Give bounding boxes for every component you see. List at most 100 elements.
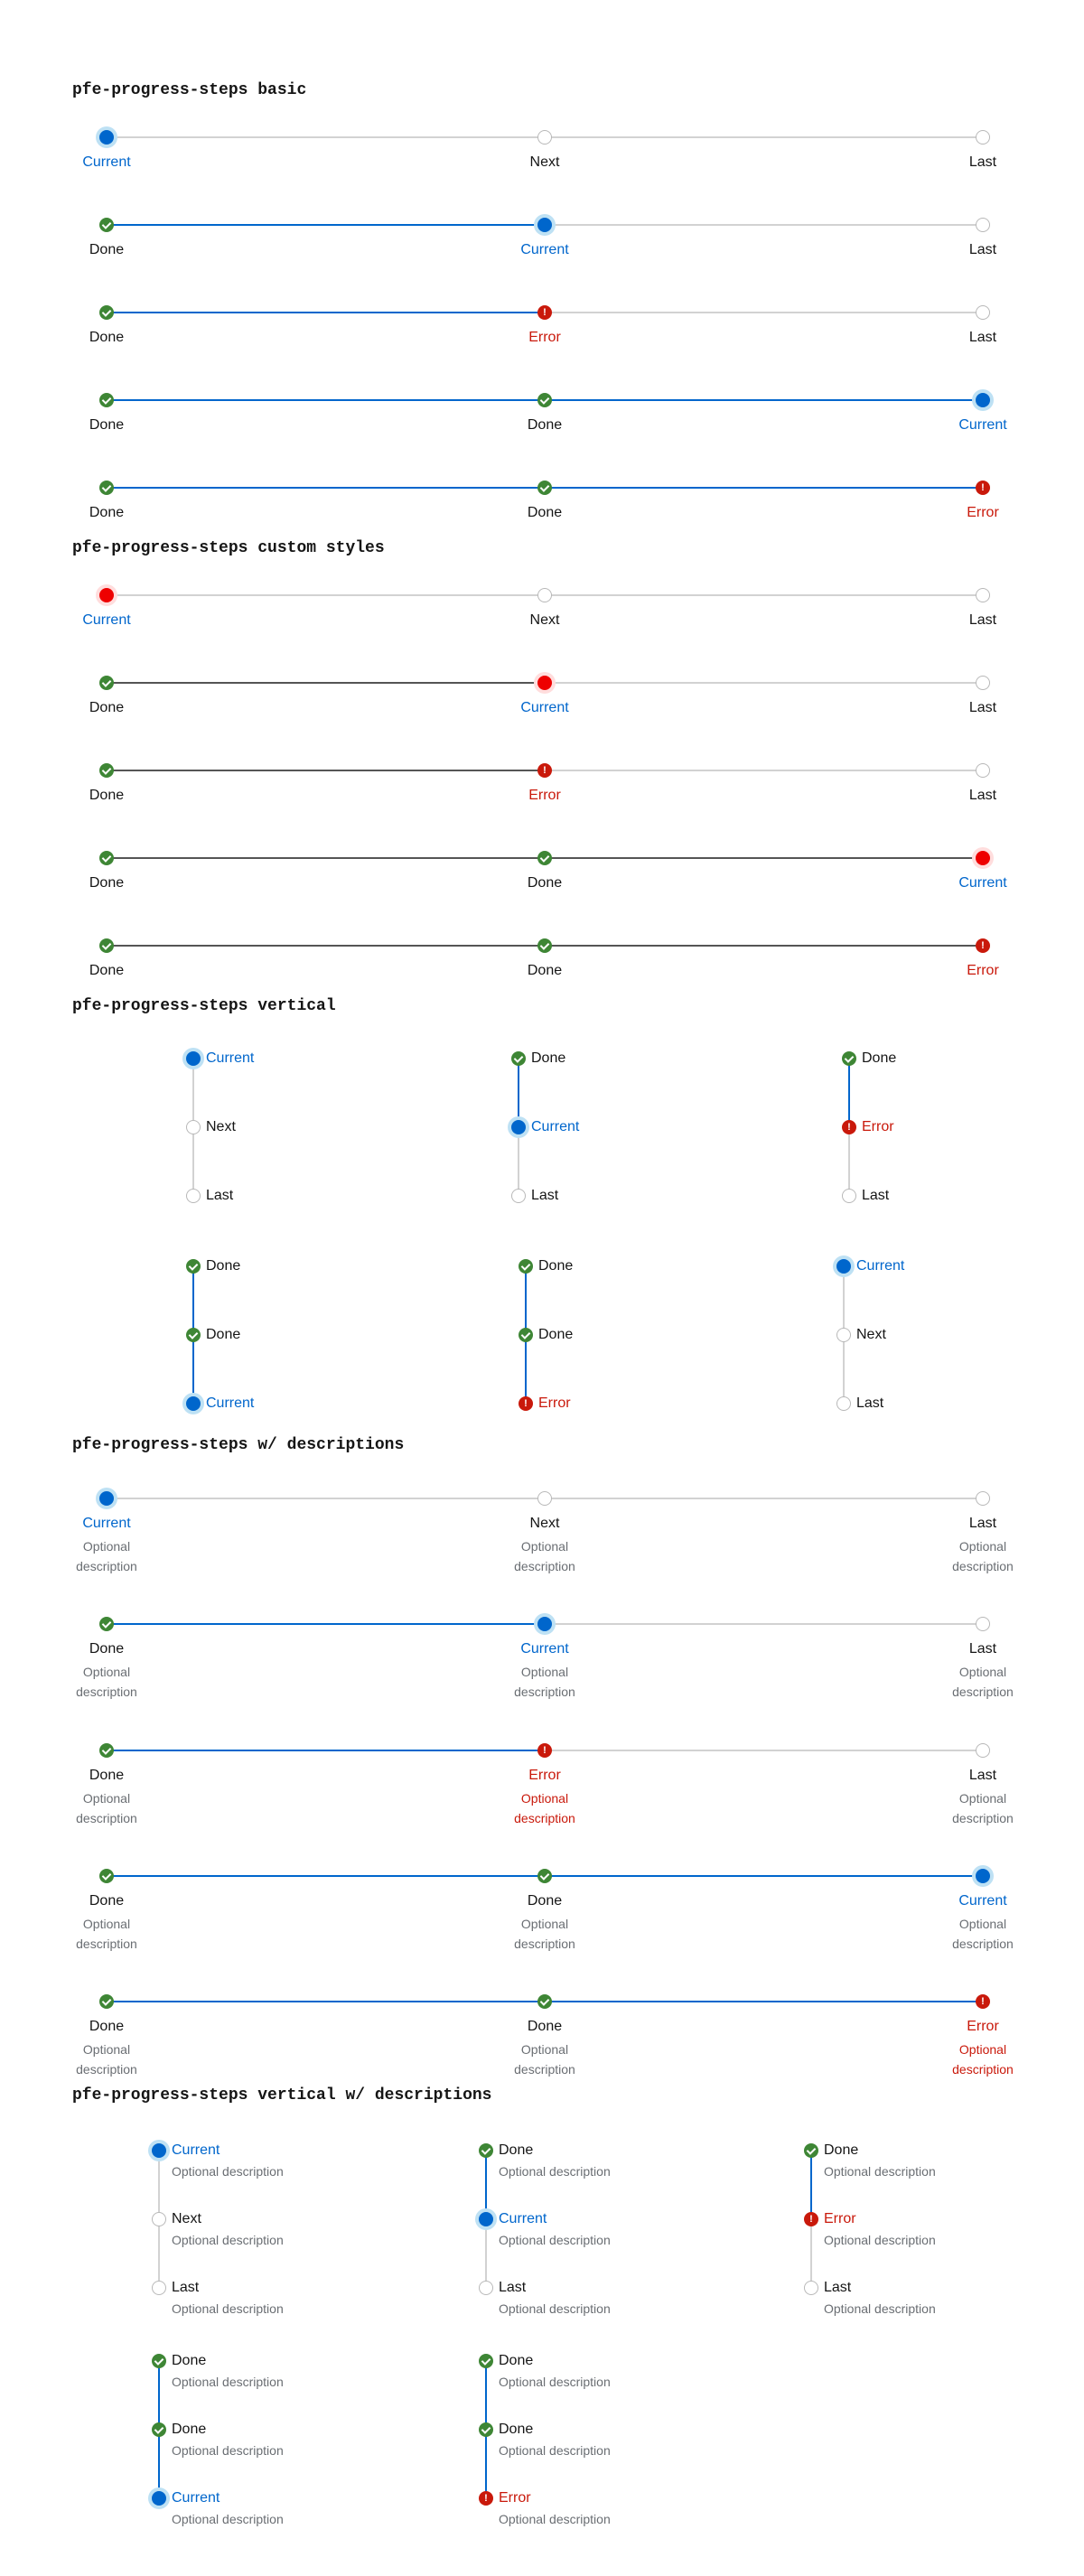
- step-current-icon: [537, 1617, 552, 1631]
- step-label: Current: [958, 1893, 1007, 1909]
- step-label: Last: [968, 700, 997, 715]
- step-label: Last: [968, 330, 997, 345]
- step-done-icon: [186, 1328, 201, 1342]
- step-description: Optional description: [172, 2233, 284, 2247]
- step-label: Error: [824, 2211, 856, 2226]
- progress-fill: [107, 682, 545, 684]
- step-label: Error: [862, 1119, 894, 1134]
- step-done-icon: [99, 763, 114, 778]
- step-label: Done: [89, 242, 125, 257]
- step-current-icon: [976, 1869, 990, 1883]
- step-label: Done: [538, 1327, 574, 1342]
- step-done-icon: [99, 851, 114, 865]
- step-pending-icon: [976, 763, 990, 778]
- step-error-icon: [479, 2491, 493, 2506]
- step-label: Error: [538, 1395, 571, 1411]
- step-current-icon: [836, 1259, 851, 1274]
- step-label: Done: [499, 2422, 534, 2437]
- step-label: Current: [856, 1258, 905, 1274]
- step-description: Optional description: [952, 1917, 1014, 1951]
- step-description: Optional description: [172, 2301, 284, 2316]
- step-error-icon: [976, 938, 990, 953]
- step-pending-icon: [976, 1743, 990, 1758]
- step-done-icon: [537, 481, 552, 495]
- step-label: Done: [89, 330, 125, 345]
- step-description: Optional description: [514, 2042, 575, 2077]
- progress-fill: [518, 1059, 519, 1127]
- step-done-icon: [152, 2354, 166, 2368]
- step-pending-icon: [976, 305, 990, 320]
- step-error-icon: [976, 481, 990, 495]
- step-label: Last: [968, 1516, 997, 1531]
- section-title-descriptions: pfe-progress-steps w/ descriptions: [72, 1436, 405, 1454]
- step-pending-icon: [976, 1491, 990, 1506]
- step-done-icon: [537, 851, 552, 865]
- step-label: Current: [206, 1050, 255, 1066]
- step-label: Last: [862, 1188, 890, 1203]
- step-label: Last: [531, 1188, 559, 1203]
- step-current-icon: [186, 1396, 201, 1411]
- step-label: Done: [206, 1258, 241, 1274]
- step-pending-icon: [836, 1328, 851, 1342]
- step-label: Current: [520, 1641, 569, 1657]
- step-label: Last: [856, 1395, 884, 1411]
- step-current-icon: [152, 2491, 166, 2506]
- step-label: Last: [968, 612, 997, 628]
- step-description: Optional description: [172, 2443, 284, 2458]
- step-done-icon: [99, 1743, 114, 1758]
- step-label: Done: [862, 1050, 897, 1066]
- step-description: Optional description: [824, 2301, 936, 2316]
- step-error-icon: [537, 305, 552, 320]
- progress-steps-horizontal: Done Error Last: [89, 305, 996, 359]
- progress-steps-horizontal: Done Optional description Done Optional descr…: [76, 1994, 1014, 2077]
- step-done-icon: [99, 676, 114, 690]
- step-description: Optional description: [172, 2164, 284, 2179]
- progress-steps-horizontal: Current Next Last: [82, 130, 996, 184]
- step-pending-icon: [152, 2281, 166, 2295]
- progress-fill: [107, 1750, 545, 1751]
- section-title-basic: pfe-progress-steps basic: [72, 81, 307, 99]
- step-label: Done: [527, 505, 563, 520]
- step-label: Done: [89, 700, 125, 715]
- step-pending-icon: [537, 588, 552, 602]
- step-description: Optional description: [76, 2042, 137, 2077]
- progress-fill: [810, 2151, 812, 2219]
- step-description: Optional description: [952, 1791, 1014, 1825]
- progress-steps-horizontal: Done Done Error: [89, 481, 999, 535]
- step-label: Done: [824, 2142, 859, 2158]
- step-error-icon: [519, 1396, 533, 1411]
- step-pending-icon: [836, 1396, 851, 1411]
- progress-fill: [107, 224, 545, 226]
- step-label: Done: [531, 1050, 566, 1066]
- step-pending-icon: [511, 1189, 526, 1203]
- step-error-icon: [537, 763, 552, 778]
- step-label: Error: [499, 2490, 531, 2506]
- step-description: Optional description: [76, 1791, 137, 1825]
- step-label: Last: [968, 242, 997, 257]
- step-label: Error: [528, 788, 561, 803]
- step-current-icon: [537, 218, 552, 232]
- progress-steps-horizontal: Done Error Last: [89, 763, 996, 817]
- step-label: Error: [528, 330, 561, 345]
- step-label: Done: [89, 875, 125, 891]
- step-description: Optional description: [824, 2164, 936, 2179]
- step-label: Error: [967, 505, 999, 520]
- step-error-icon: [842, 1120, 856, 1134]
- step-done-icon: [537, 1994, 552, 2009]
- step-label: Current: [82, 1516, 131, 1531]
- step-label: Error: [528, 1768, 561, 1783]
- step-label: Next: [856, 1327, 886, 1342]
- progress-steps-horizontal: Done Current Last: [89, 218, 996, 272]
- step-label: Done: [206, 1327, 241, 1342]
- step-done-icon: [519, 1259, 533, 1274]
- step-pending-icon: [976, 676, 990, 690]
- step-description: Optional description: [76, 1917, 137, 1951]
- step-label: Last: [968, 1641, 997, 1657]
- step-done-icon: [479, 2354, 493, 2368]
- step-label: Last: [172, 2280, 200, 2295]
- step-description: Optional description: [499, 2233, 611, 2247]
- progress-fill: [107, 770, 545, 771]
- step-description: Optional description: [952, 1665, 1014, 1699]
- step-current-icon: [537, 676, 552, 690]
- step-label: Done: [538, 1258, 574, 1274]
